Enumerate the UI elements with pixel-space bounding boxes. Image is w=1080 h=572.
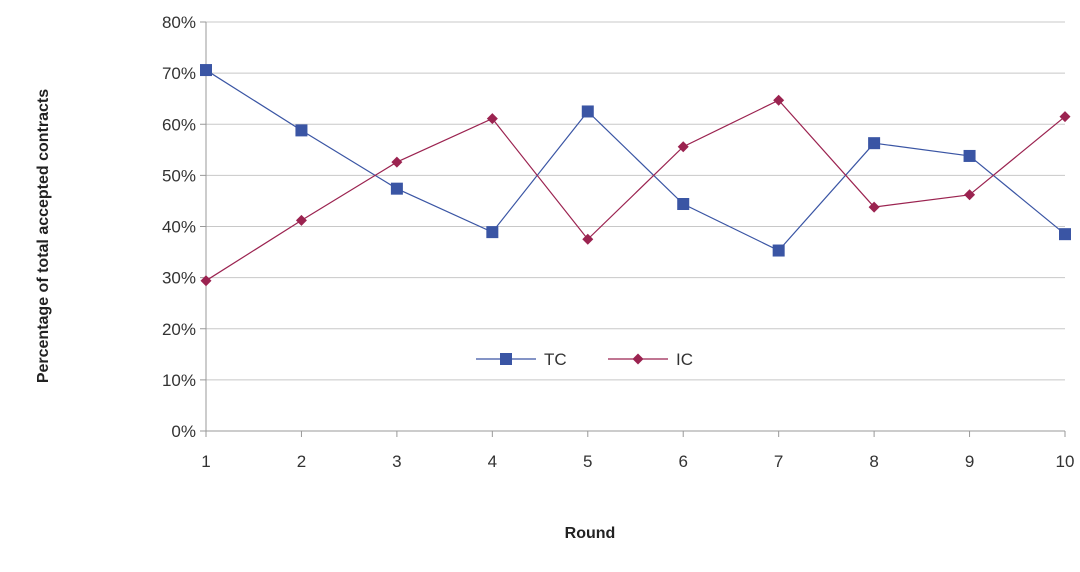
y-tick-label: 70% [162,64,196,83]
data-point-ic [391,156,403,168]
legend-label-ic: IC [676,350,693,369]
series-line-ic [205,99,1066,282]
y-tick-label: 10% [162,371,196,390]
x-tick-label: 6 [678,452,687,471]
y-tick-label: 50% [162,166,196,185]
legend-item-ic: IC [608,350,693,369]
series-line-tc [205,69,1066,252]
data-point-tc [677,198,690,211]
data-point-tc [486,226,499,239]
x-tick-label: 2 [297,452,306,471]
x-tick-label: 5 [583,452,592,471]
y-tick-label: 80% [162,13,196,32]
data-point-ic [868,201,880,213]
data-point-tc [390,182,403,195]
gridlines [206,21,1065,381]
y-tick-label: 60% [162,115,196,134]
data-point-tc [295,124,308,137]
data-point-ic [486,113,498,125]
x-tick-label: 1 [201,452,210,471]
legend: TC IC [476,350,693,369]
series-group [200,64,1071,287]
data-point-ic [582,233,594,245]
x-tick-label: 3 [392,452,401,471]
data-point-tc [868,137,881,150]
y-tick-label: 20% [162,320,196,339]
x-tick-label: 7 [774,452,783,471]
data-point-tc [1059,228,1071,241]
x-axis-ticks: 1 2 3 4 5 6 7 8 9 10 [201,431,1074,471]
y-axis-title: Percentage of total accepted contracts [35,89,52,383]
data-point-ic [295,214,307,226]
data-point-tc [581,105,594,118]
data-point-ic [964,189,976,201]
legend-marker-ic [632,353,644,365]
legend-label-tc: TC [544,350,567,369]
data-point-ic [200,275,212,287]
legend-marker-tc [500,353,512,365]
data-point-ic [773,94,785,106]
data-point-tc [963,149,976,162]
data-point-ic [677,141,689,153]
legend-item-tc: TC [476,350,567,369]
x-tick-label: 9 [965,452,974,471]
x-tick-label: 10 [1056,452,1075,471]
data-point-tc [772,244,785,257]
x-tick-label: 4 [488,452,497,471]
series-tc [200,64,1071,257]
data-point-tc [200,64,212,77]
x-axis-title: Round [565,525,616,542]
y-axis-ticks: 0% 10% 20% 30% 40% 50% 60% 70% 80% [162,13,206,441]
y-tick-label: 0% [171,422,196,441]
x-tick-label: 8 [869,452,878,471]
y-tick-label: 30% [162,269,196,288]
data-point-ic [1059,111,1071,123]
series-ic [200,94,1071,287]
y-tick-label: 40% [162,218,196,237]
